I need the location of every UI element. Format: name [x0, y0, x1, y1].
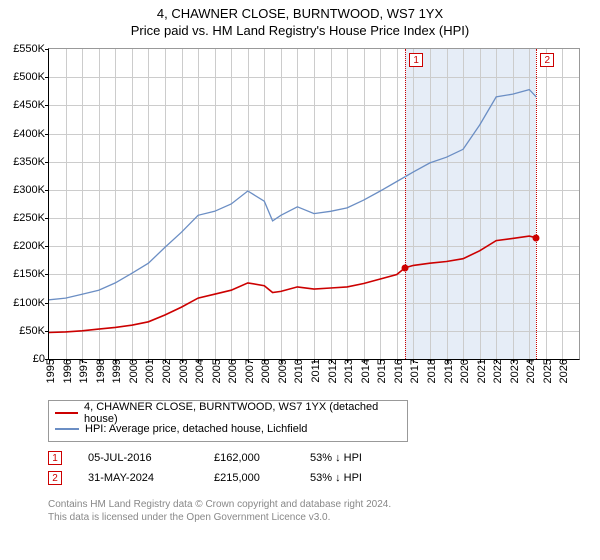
chart-title-subtitle: Price paid vs. HM Land Registry's House …	[0, 23, 600, 38]
x-axis-label: 2004	[190, 359, 206, 383]
event-row-price: £162,000	[214, 452, 284, 464]
x-axis-label: 2014	[356, 359, 372, 383]
x-axis-label: 1997	[74, 359, 90, 383]
chart-title-address: 4, CHAWNER CLOSE, BURNTWOOD, WS7 1YX	[0, 6, 600, 21]
x-axis-label: 2015	[372, 359, 388, 383]
legend-row: 4, CHAWNER CLOSE, BURNTWOOD, WS7 1YX (de…	[55, 405, 401, 421]
y-axis-label: £200K	[13, 240, 49, 252]
x-axis-label: 2008	[256, 359, 272, 383]
event-row: 1 05-JUL-2016 £162,000 53% ↓ HPI	[48, 448, 400, 468]
legend: 4, CHAWNER CLOSE, BURNTWOOD, WS7 1YX (de…	[48, 400, 408, 442]
title-block: 4, CHAWNER CLOSE, BURNTWOOD, WS7 1YX Pri…	[0, 0, 600, 38]
y-axis-label: £450K	[13, 99, 49, 111]
x-axis-label: 2003	[174, 359, 190, 383]
legend-label: 4, CHAWNER CLOSE, BURNTWOOD, WS7 1YX (de…	[84, 401, 401, 425]
x-axis-label: 2012	[323, 359, 339, 383]
y-axis-label: £350K	[13, 156, 49, 168]
x-axis-label: 2024	[521, 359, 537, 383]
event-row-price: £215,000	[214, 472, 284, 484]
y-axis-label: £400K	[13, 128, 49, 140]
x-axis-label: 2016	[389, 359, 405, 383]
x-axis-label: 2019	[439, 359, 455, 383]
x-axis-label: 2018	[422, 359, 438, 383]
x-axis-label: 2007	[240, 359, 256, 383]
x-axis-label: 1998	[91, 359, 107, 383]
x-axis-label: 2011	[306, 359, 322, 383]
x-axis-label: 2006	[223, 359, 239, 383]
legend-label: HPI: Average price, detached house, Lich…	[85, 423, 307, 435]
event-table: 1 05-JUL-2016 £162,000 53% ↓ HPI 2 31-MAY-202…	[48, 448, 400, 488]
x-axis-label: 2020	[455, 359, 471, 383]
event-row: 2 31-MAY-2024 £215,000 53% ↓ HPI	[48, 468, 400, 488]
event-row-marker: 1	[48, 451, 62, 465]
x-axis-label: 2009	[273, 359, 289, 383]
event-row-marker: 2	[48, 471, 62, 485]
legend-swatch	[55, 428, 79, 430]
y-axis-label: £50K	[19, 325, 49, 337]
x-axis-label: 2005	[207, 359, 223, 383]
legend-swatch	[55, 412, 78, 414]
x-axis-label: 2000	[124, 359, 140, 383]
footer-attribution: Contains HM Land Registry data © Crown c…	[48, 498, 391, 524]
event-row-date: 31-MAY-2024	[88, 472, 188, 484]
y-axis-label: £100K	[13, 297, 49, 309]
chart-container: { "title1": "4, CHAWNER CLOSE, BURNTWOOD…	[0, 0, 600, 560]
x-axis-label: 2022	[488, 359, 504, 383]
x-axis-label: 2017	[405, 359, 421, 383]
x-axis-label: 1996	[58, 359, 74, 383]
y-axis-label: £500K	[13, 71, 49, 83]
series-svg	[49, 49, 579, 359]
event-row-pct: 53% ↓ HPI	[310, 472, 400, 484]
x-axis-label: 2023	[505, 359, 521, 383]
y-axis-label: £250K	[13, 212, 49, 224]
x-axis-label: 2001	[140, 359, 156, 383]
x-axis-label: 2026	[554, 359, 570, 383]
series-line-1	[49, 90, 536, 300]
x-axis-label: 2010	[289, 359, 305, 383]
event-row-pct: 53% ↓ HPI	[310, 452, 400, 464]
x-axis-label: 1995	[41, 359, 57, 383]
footer-line-1: Contains HM Land Registry data © Crown c…	[48, 498, 391, 511]
footer-line-2: This data is licensed under the Open Gov…	[48, 511, 391, 524]
x-axis-label: 2013	[339, 359, 355, 383]
x-axis-label: 2002	[157, 359, 173, 383]
y-axis-label: £150K	[13, 268, 49, 280]
x-axis-label: 1999	[107, 359, 123, 383]
x-axis-label: 2025	[538, 359, 554, 383]
y-axis-label: £550K	[13, 43, 49, 55]
event-row-date: 05-JUL-2016	[88, 452, 188, 464]
series-line-0	[49, 236, 536, 332]
x-axis-label: 2021	[472, 359, 488, 383]
y-axis-label: £300K	[13, 184, 49, 196]
chart-plot-area: £0£50K£100K£150K£200K£250K£300K£350K£400…	[48, 48, 580, 360]
